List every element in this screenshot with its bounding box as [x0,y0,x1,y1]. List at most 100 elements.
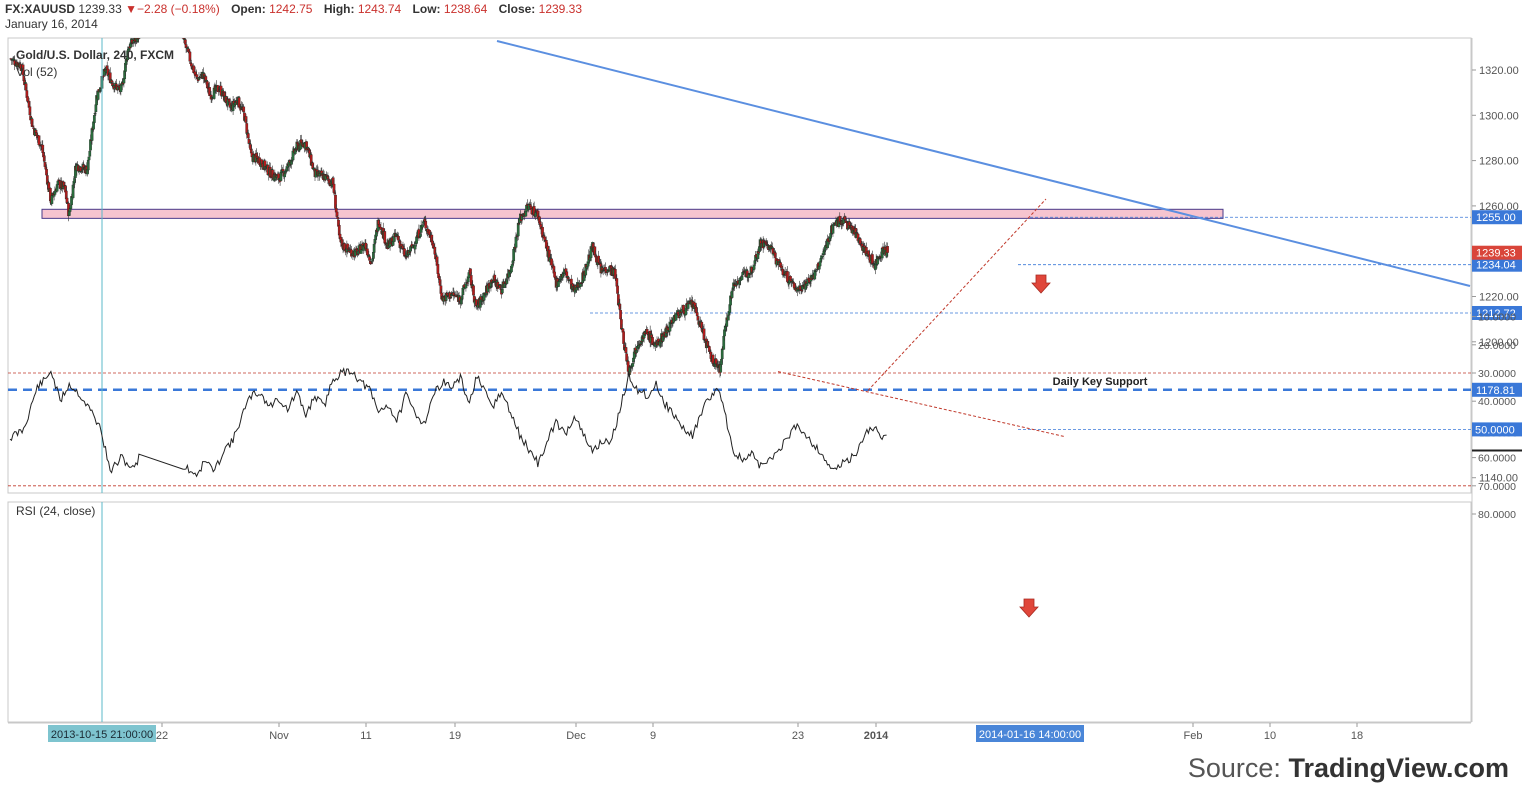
candle-body [786,271,789,282]
candle-body [674,313,678,321]
candle-body [419,233,422,237]
time-tick-label: 23 [792,730,804,742]
candle-body [335,211,339,217]
candle-body [695,312,699,316]
level-price-label: 1212.72 [1476,308,1516,320]
candle-body [722,336,726,350]
candle-body [820,255,823,259]
candle-body [638,343,642,346]
price-tick-label: 1200.00 [1479,337,1519,349]
candle-body [242,106,246,113]
low-label: Low: [412,2,441,16]
candle-body [524,211,528,217]
rsi-line [9,367,887,478]
candle-body [305,141,309,151]
time-tick-label: 19 [449,730,461,742]
candle-body [510,264,514,268]
level-price-label-bg [1472,382,1522,397]
candle-body [618,303,622,310]
low-value: 1238.64 [443,2,488,16]
candle-body [460,295,464,300]
main-pane [7,37,1472,494]
candle-body [246,133,250,139]
candle-body [805,283,809,286]
candle-body [26,96,29,102]
candle-body [89,139,92,151]
candle-body [365,248,369,256]
candle-body [28,106,32,116]
candle-body [792,281,795,283]
candle-body [234,102,237,105]
candle-body [428,229,431,236]
rsi-title: RSI (24, close) [16,504,95,518]
candle-body [88,150,92,157]
candle-body [661,336,665,342]
symbol-header: FX:XAUUSD 1239.33 ▼−2.28 (−0.18%) Open: … [5,2,582,16]
candle-body [753,260,757,264]
level-price-label-bg [1472,210,1522,225]
candle-body [45,169,48,176]
rsi-tick-label: 80.0000 [1478,509,1516,521]
candle-body [208,87,211,96]
candle-body [553,271,556,278]
candle-body [397,236,400,241]
candle-body [139,30,141,32]
candle-body [122,78,126,84]
chart-title: Gold/U.S. Dollar, 240, FXCM [16,48,174,62]
candle-body [181,38,185,39]
candle-body [877,258,881,260]
candle-body [720,359,723,365]
candle-body [290,159,293,165]
candle-body [632,351,636,359]
candle-body [74,165,77,178]
candle-body [800,290,804,292]
candle-body [326,176,330,179]
candle-body [359,249,363,254]
candle-body [248,142,252,145]
candle-body [493,274,497,282]
candle-body [383,231,387,244]
candle-body [349,248,352,250]
open-value: 1242.75 [269,2,313,16]
candle-body [843,216,847,220]
price-tick-label: 1140.00 [1479,473,1518,485]
candle-body [494,279,497,281]
candle-body [370,261,374,263]
source-brand: TradingView.com [1288,753,1509,783]
candle-body [856,233,860,241]
candle-body [773,252,777,258]
current-time-label: 2014-01-16 14:00:00 [979,729,1081,741]
candle-body [780,265,783,268]
candle-body [31,125,35,127]
candle-body [686,303,690,309]
candle-body [12,59,16,61]
time-tick-label: 11 [360,730,371,742]
cursor-time-label: 2013-10-15 21:00:00 [51,729,153,741]
candle-body [293,149,297,154]
time-tick-label: 9 [650,730,656,742]
rsi-tick-label: 40.0000 [1478,396,1516,408]
candle-body [855,232,859,234]
price-tick-label: 1260.00 [1479,201,1519,213]
candle-body [424,221,428,229]
daily-key-support-label: Daily Key Support [1053,376,1148,388]
rsi-trendline [777,371,1065,437]
candle-body [671,322,675,324]
candle-body [183,39,187,45]
candle-body [730,290,734,298]
candle-body [364,242,368,249]
candle-body [368,256,371,261]
candle-body [626,361,630,372]
candle-body [731,288,735,290]
price-tick-label: 1220.00 [1479,292,1519,304]
last-price-label: 1239.33 [1476,248,1516,260]
candle-body [678,315,682,318]
candle-body [706,341,710,347]
candle-body [186,47,189,49]
close-label: Close: [498,2,536,16]
candle-body [500,288,504,294]
candle-body [80,171,83,173]
time-tick-label: 22 [156,730,168,742]
candle-body [557,281,560,287]
